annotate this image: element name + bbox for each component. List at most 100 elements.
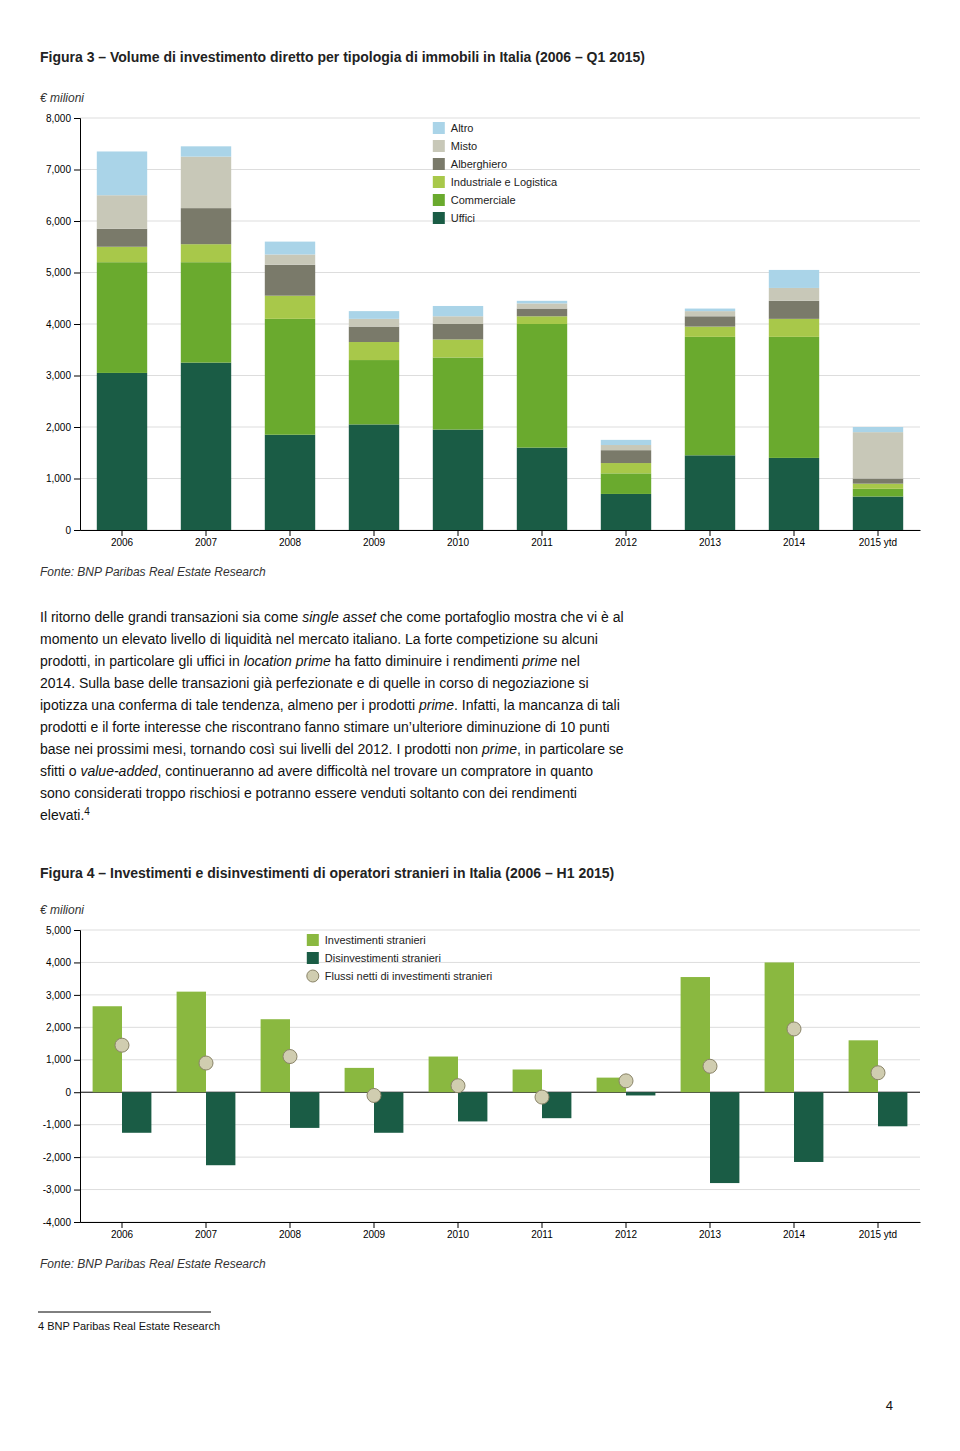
bar — [290, 1092, 319, 1128]
point — [619, 1074, 633, 1088]
tick-label: 2010 — [447, 537, 470, 548]
bar — [265, 435, 315, 530]
bar — [710, 1092, 739, 1183]
tick-mark — [74, 376, 80, 377]
point — [367, 1088, 381, 1102]
tick-mark — [74, 1157, 80, 1158]
legend-swatch — [433, 176, 445, 188]
x-tick: 2008 — [279, 1222, 302, 1240]
tick-label: 5,000 — [46, 267, 71, 278]
tick-mark — [794, 1222, 795, 1228]
tick-label: 0 — [65, 1087, 71, 1098]
tick-mark — [74, 995, 80, 996]
tick-label: -1,000 — [43, 1119, 72, 1130]
legend-swatch — [433, 212, 445, 224]
point — [535, 1090, 549, 1104]
tick-mark — [542, 530, 543, 536]
point — [283, 1050, 297, 1064]
y-tick: -2,000 — [43, 1152, 80, 1163]
grid-line — [80, 930, 920, 931]
bar — [517, 301, 567, 304]
legend-swatch — [433, 140, 445, 152]
bar — [97, 195, 147, 228]
x-tick: 2006 — [111, 1222, 134, 1240]
bar — [769, 319, 819, 337]
footnote-ref: 4 — [84, 806, 90, 817]
x-tick: 2015 ytd — [859, 530, 897, 548]
tick-label: 2,000 — [46, 1022, 71, 1033]
bar — [349, 319, 399, 327]
bar — [626, 1092, 655, 1095]
bar — [97, 247, 147, 262]
bar — [517, 303, 567, 308]
tick-mark — [710, 1222, 711, 1228]
bar — [265, 265, 315, 296]
legend-label: Alberghiero — [451, 158, 507, 170]
body-span: single asset — [302, 609, 377, 625]
x-tick: 2013 — [699, 1222, 722, 1240]
footnote-rule — [38, 1312, 211, 1313]
bar-series — [97, 146, 903, 445]
body-span: , in particolare se — [517, 741, 624, 757]
point-series — [115, 1022, 885, 1104]
bar — [685, 309, 735, 312]
y-tick: 0 — [65, 525, 80, 536]
y-tick: 7,000 — [46, 164, 80, 175]
tick-label: 2015 ytd — [859, 1229, 897, 1240]
tick-mark — [542, 1222, 543, 1228]
y-tick: 1,000 — [46, 1054, 80, 1065]
legend-item: Altro — [433, 122, 474, 134]
bar — [849, 1040, 878, 1092]
legend-item: Uffici — [433, 212, 475, 224]
body-span: ha fatto diminuire i rendimenti — [331, 653, 522, 669]
body-span: prime — [521, 653, 557, 669]
x-tick: 2006 — [111, 530, 134, 548]
body-line: momento un elevato livello di liquidità … — [40, 631, 598, 647]
tick-mark — [290, 530, 291, 536]
y-tick: 3,000 — [46, 370, 80, 381]
tick-mark — [794, 530, 795, 536]
body-line: prodotti e il forte interesse che riscon… — [40, 719, 610, 735]
x-tick: 2011 — [531, 530, 553, 548]
legend-item: Investimenti stranieri — [307, 934, 426, 946]
x-axis: 2006200720082009201020112012201320142015… — [81, 1222, 921, 1240]
body-span: value-added — [80, 763, 158, 779]
y-tick: 5,000 — [46, 267, 80, 278]
tick-label: 3,000 — [46, 370, 71, 381]
bar — [517, 324, 567, 448]
grid-line — [80, 118, 920, 119]
axis-line — [74, 119, 81, 531]
bar — [601, 463, 651, 473]
tick-mark — [74, 1027, 80, 1028]
tick-label: 2007 — [195, 537, 218, 548]
legend-swatch — [307, 952, 319, 964]
tick-mark — [74, 1125, 80, 1126]
y-tick: 5,000 — [46, 925, 80, 936]
legend-label: Commerciale — [451, 194, 516, 206]
tick-label: 2,000 — [46, 422, 71, 433]
bar-series — [93, 962, 878, 1092]
x-tick: 2015 ytd — [859, 1222, 897, 1240]
chart: Figura 3 – Volume di investimento dirett… — [40, 49, 921, 579]
x-tick: 2012 — [615, 530, 638, 548]
tick-mark — [458, 530, 459, 536]
x-tick: 2008 — [279, 530, 302, 548]
bar — [853, 484, 903, 489]
tick-label: 2010 — [447, 1229, 470, 1240]
tick-mark — [74, 479, 80, 480]
bar — [685, 455, 735, 530]
bar — [97, 151, 147, 195]
legend-label: Investimenti stranieri — [325, 934, 426, 946]
body-span: nel — [557, 653, 580, 669]
axis-line — [74, 931, 81, 1223]
bar — [433, 430, 483, 530]
body-span: sfitti o — [40, 763, 80, 779]
bar — [433, 306, 483, 316]
body-text: Il ritorno delle grandi transazioni sia … — [40, 609, 624, 823]
legend-item: Disinvestimenti stranieri — [307, 952, 441, 964]
tick-label: 2011 — [531, 537, 553, 548]
point — [703, 1059, 717, 1073]
tick-mark — [74, 1060, 80, 1061]
bar — [601, 445, 651, 450]
point — [115, 1038, 129, 1052]
